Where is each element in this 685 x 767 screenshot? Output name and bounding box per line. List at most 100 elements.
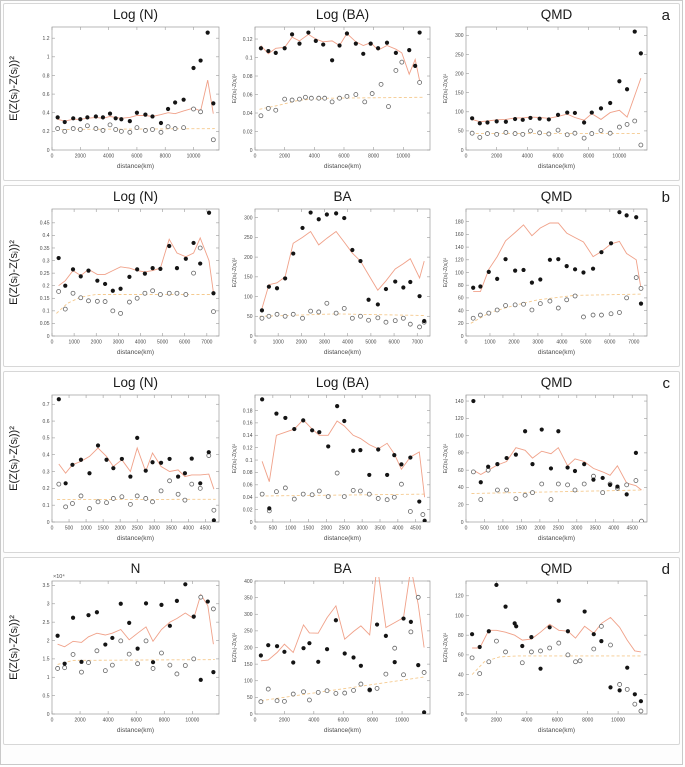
svg-text:3000: 3000 (113, 340, 124, 346)
svg-text:4500: 4500 (200, 526, 211, 532)
svg-text:×10⁴: ×10⁴ (53, 573, 65, 580)
svg-text:20: 20 (458, 692, 464, 698)
svg-text:3000: 3000 (532, 340, 543, 346)
svg-text:0.18: 0.18 (243, 408, 253, 414)
svg-text:E(Z(sᵢ)-Z(sⱼ))²: E(Z(sᵢ)-Z(sⱼ))² (8, 56, 20, 121)
svg-text:BA: BA (333, 189, 351, 204)
svg-text:1000: 1000 (273, 340, 284, 346)
svg-text:0: 0 (47, 520, 50, 526)
chart-a-qmd: 0 2000 4000 6000 8000 10000 0 50 100 150 200 250 300… (443, 7, 648, 170)
svg-text:100: 100 (455, 613, 464, 619)
svg-text:10000: 10000 (611, 718, 625, 724)
svg-text:10000: 10000 (185, 718, 199, 724)
svg-text:0: 0 (250, 334, 253, 340)
svg-text:0.8: 0.8 (43, 73, 50, 79)
svg-text:4500: 4500 (627, 526, 638, 532)
svg-text:QMD: QMD (541, 7, 573, 22)
chart-b-qmd: 0 1000 2000 3000 4000 5000 6000 7000 0 20 40 60 80 10… (443, 189, 648, 356)
svg-text:140: 140 (455, 245, 464, 251)
svg-text:0: 0 (461, 334, 464, 340)
svg-text:0: 0 (465, 154, 468, 160)
svg-text:250: 250 (455, 52, 464, 58)
svg-text:40: 40 (458, 485, 464, 491)
svg-text:3.5: 3.5 (43, 583, 50, 589)
svg-text:BA: BA (333, 561, 351, 576)
svg-text:4000: 4000 (556, 340, 567, 346)
svg-text:60: 60 (458, 468, 464, 474)
svg-text:140: 140 (455, 399, 464, 405)
svg-text:20: 20 (458, 321, 464, 327)
svg-text:180: 180 (455, 220, 464, 226)
svg-text:4000: 4000 (103, 154, 114, 160)
svg-text:0.25: 0.25 (40, 271, 50, 277)
svg-text:Log (BA): Log (BA) (316, 7, 369, 22)
svg-text:10000: 10000 (187, 154, 201, 160)
svg-text:E(Z(sᵢ)-Z(sⱼ))²: E(Z(sᵢ)-Z(sⱼ))² (8, 240, 20, 305)
svg-text:0.1: 0.1 (246, 55, 253, 61)
svg-text:0: 0 (461, 520, 464, 526)
svg-text:160: 160 (455, 232, 464, 238)
svg-text:0: 0 (250, 520, 253, 526)
svg-text:6000: 6000 (389, 340, 400, 346)
svg-text:1: 1 (47, 675, 50, 681)
svg-text:300: 300 (244, 215, 253, 221)
panel-row-c: 0 500 1000 1500 2000 2500 3000 3500 4000 4500 0 0.1… (3, 371, 680, 553)
svg-text:1000: 1000 (69, 340, 80, 346)
svg-text:60: 60 (458, 296, 464, 302)
svg-text:2000: 2000 (115, 526, 126, 532)
svg-text:40: 40 (458, 672, 464, 678)
svg-text:40: 40 (458, 308, 464, 314)
svg-text:distance(km): distance(km) (324, 727, 361, 734)
svg-text:0.5: 0.5 (43, 436, 50, 442)
svg-text:0.08: 0.08 (243, 74, 253, 80)
svg-text:0: 0 (47, 148, 50, 154)
svg-text:0: 0 (250, 148, 253, 154)
svg-text:1.5: 1.5 (43, 657, 50, 663)
svg-text:120: 120 (455, 258, 464, 264)
svg-text:100: 100 (244, 294, 253, 300)
svg-text:6000: 6000 (552, 718, 563, 724)
svg-text:distance(km): distance(km) (538, 163, 575, 170)
svg-text:0: 0 (47, 712, 50, 718)
svg-text:3000: 3000 (149, 526, 160, 532)
chart-b-ba: 0 1000 2000 3000 4000 5000 6000 7000 0 50 100 150 20… (232, 189, 431, 356)
svg-text:2000: 2000 (279, 154, 290, 160)
svg-text:0: 0 (254, 154, 257, 160)
panel-letter-a: a (661, 7, 670, 24)
svg-text:2000: 2000 (279, 718, 290, 724)
svg-text:3500: 3500 (374, 526, 385, 532)
svg-text:3000: 3000 (319, 340, 330, 346)
svg-text:8000: 8000 (583, 154, 594, 160)
svg-text:4000: 4000 (309, 154, 320, 160)
svg-text:0.02: 0.02 (243, 129, 253, 135)
svg-text:20: 20 (458, 503, 464, 509)
svg-text:8000: 8000 (368, 154, 379, 160)
svg-text:7000: 7000 (201, 340, 212, 346)
svg-text:4000: 4000 (135, 340, 146, 346)
svg-text:0: 0 (51, 718, 54, 724)
svg-text:4000: 4000 (308, 718, 319, 724)
svg-text:QMD: QMD (541, 375, 573, 390)
svg-text:0.1: 0.1 (43, 503, 50, 509)
svg-text:2500: 2500 (553, 526, 564, 532)
svg-text:8000: 8000 (367, 718, 378, 724)
chart-c-qmd: 0 500 1000 1500 2000 2500 3000 3500 4000 4500 0 20 4… (443, 375, 648, 542)
panel-letter-c: c (662, 375, 671, 392)
svg-text:2500: 2500 (132, 526, 143, 532)
svg-text:5000: 5000 (157, 340, 168, 346)
svg-text:distance(km): distance(km) (117, 349, 154, 356)
svg-text:1.2: 1.2 (43, 36, 50, 42)
svg-text:5000: 5000 (580, 340, 591, 346)
chart-a-log-ba: 0 2000 4000 6000 8000 10000 0 0.02 0.04 0.06 0.08 0… (232, 7, 431, 170)
svg-text:80: 80 (458, 283, 464, 289)
svg-text:0.45: 0.45 (40, 221, 50, 227)
svg-text:8000: 8000 (159, 718, 170, 724)
svg-text:120: 120 (455, 416, 464, 422)
svg-text:Log (N): Log (N) (113, 375, 158, 390)
svg-text:250: 250 (244, 629, 253, 635)
svg-text:QMD: QMD (541, 561, 573, 576)
svg-text:4000: 4000 (521, 718, 532, 724)
svg-text:E(Z(sᵢ)-Z(sⱼ))²: E(Z(sᵢ)-Z(sⱼ))² (8, 615, 20, 680)
